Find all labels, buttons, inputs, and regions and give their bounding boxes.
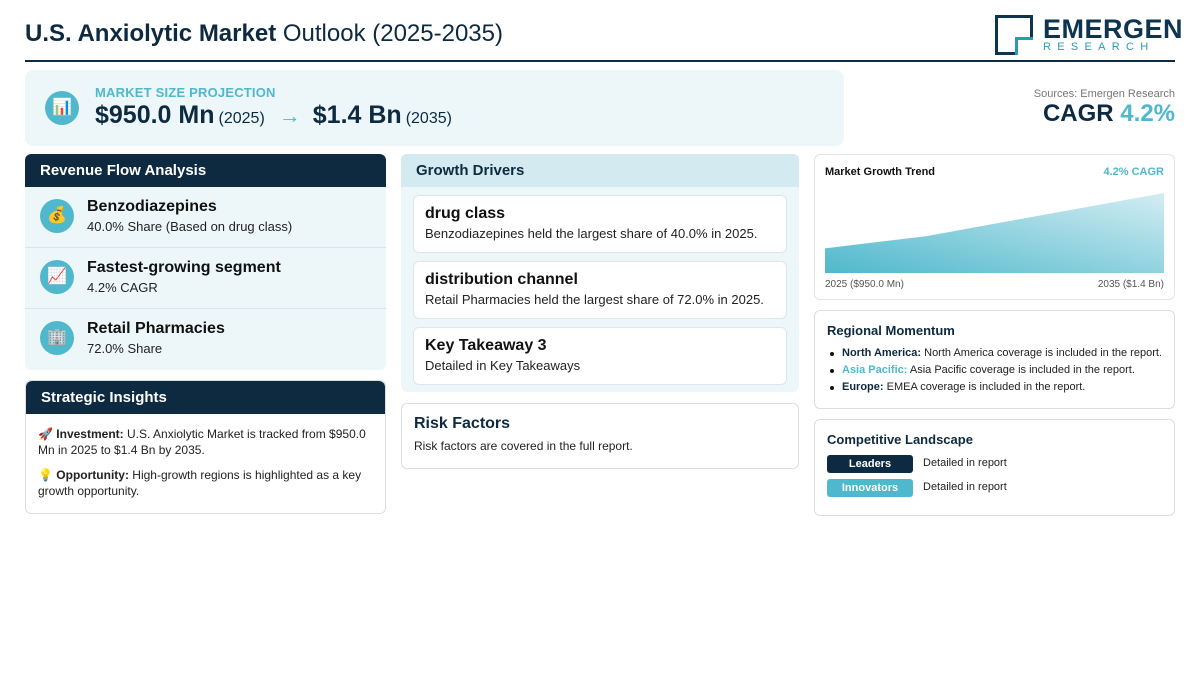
revenue-item-title: Retail Pharmacies	[87, 320, 225, 337]
insight-label: Opportunity:	[56, 468, 129, 482]
revenue-item-title: Benzodiazepines	[87, 198, 217, 215]
growth-drivers-panel: Growth Drivers drug class Benzodiazepine…	[401, 154, 799, 392]
driver-card: Key Takeaway 3 Detailed in Key Takeaways	[413, 327, 787, 385]
page-header: U.S. Anxiolytic Market Outlook (2025-203…	[25, 12, 1183, 62]
competitive-landscape-panel: Competitive Landscape Leaders Detailed i…	[814, 419, 1175, 516]
region-name: Asia Pacific:	[842, 364, 908, 376]
revenue-item-subtitle: 4.2% CAGR	[87, 280, 158, 295]
market-size-projection: 📊 MARKET SIZE PROJECTION $950.0 Mn (2025)…	[25, 70, 844, 146]
money-bag-icon: 💰	[40, 199, 74, 233]
trend-area-series	[825, 193, 1164, 273]
region-text: Asia Pacific coverage is included in the…	[909, 364, 1135, 376]
insight-item: 💡 Opportunity: High-growth regions is hi…	[38, 467, 373, 499]
driver-card-title: distribution channel	[425, 271, 578, 288]
region-item: Asia Pacific: Asia Pacific coverage is i…	[827, 364, 1162, 377]
page-title-bold: U.S. Anxiolytic Market	[25, 20, 277, 47]
risk-factors-panel: Risk Factors Risk factors are covered in…	[401, 403, 799, 469]
competitive-landscape-title: Competitive Landscape	[827, 432, 973, 447]
trend-chart-cagr: 4.2% CAGR	[1103, 166, 1164, 178]
risk-factors-title: Risk Factors	[414, 415, 511, 432]
risk-factors-text: Risk factors are covered in the full rep…	[414, 439, 633, 453]
driver-card-text: Benzodiazepines held the largest share o…	[425, 226, 758, 241]
cagr-display: CAGR 4.2%	[1043, 100, 1175, 128]
revenue-item-subtitle: 72.0% Share	[87, 341, 163, 356]
logo-sub-text: RESEARCH	[1043, 41, 1155, 53]
trend-chart-title: Market Growth Trend	[825, 166, 936, 178]
driver-card-title: drug class	[425, 205, 506, 222]
revenue-item-title: Fastest-growing segment	[87, 259, 281, 276]
strategic-insights-panel: Strategic Insights 🚀 Investment: U.S. An…	[25, 380, 386, 514]
regional-momentum-title: Regional Momentum	[827, 323, 955, 338]
competitive-row-text: Detailed in report	[923, 481, 1007, 493]
region-name: North America:	[842, 347, 922, 359]
rocket-icon: 🚀	[38, 427, 53, 441]
projection-end-value: $1.4 Bn	[312, 101, 402, 129]
region-name: Europe:	[842, 381, 884, 393]
region-list: North America: North America coverage is…	[827, 347, 1162, 394]
insight-item: 🚀 Investment: U.S. Anxiolytic Market is …	[38, 426, 373, 458]
revenue-item: 🏢 Retail Pharmacies 72.0% Share	[25, 309, 386, 370]
projection-values: $950.0 Mn (2025) → $1.4 Bn (2035)	[95, 101, 452, 130]
competitive-row: Leaders Detailed in report	[827, 455, 1162, 479]
trend-start-label: 2025 ($950.0 Mn)	[825, 279, 904, 290]
sources-text: Sources: Emergen Research	[1033, 88, 1175, 100]
leaders-badge: Leaders	[827, 455, 913, 473]
insight-label: Investment:	[56, 427, 124, 441]
strategic-insights-title: Strategic Insights	[26, 381, 385, 414]
emergen-logo: EMERGEN RESEARCH	[995, 14, 1183, 56]
region-item: North America: North America coverage is…	[827, 347, 1162, 360]
competitive-row: Innovators Detailed in report	[827, 479, 1162, 503]
projection-label: MARKET SIZE PROJECTION	[95, 85, 276, 100]
driver-card: drug class Benzodiazepines held the larg…	[413, 195, 787, 253]
revenue-item: 💰 Benzodiazepines 40.0% Share (Based on …	[25, 187, 386, 248]
arrow-right-icon: →	[278, 103, 301, 128]
region-text: EMEA coverage is included in the report.	[886, 381, 1086, 393]
growth-drivers-title: Growth Drivers	[401, 154, 799, 187]
logo-main-text: EMERGEN	[1043, 14, 1184, 44]
revenue-item-subtitle: 40.0% Share (Based on drug class)	[87, 219, 293, 234]
driver-card-text: Retail Pharmacies held the largest share…	[425, 292, 764, 307]
revenue-flow-panel: Revenue Flow Analysis 💰 Benzodiazepines …	[25, 154, 386, 370]
lightbulb-icon: 💡	[38, 468, 53, 482]
region-text: North America coverage is included in th…	[924, 347, 1162, 359]
projection-start-value: $950.0 Mn	[95, 101, 215, 129]
region-item: Europe: EMEA coverage is included in the…	[827, 381, 1162, 394]
competitive-row-text: Detailed in report	[923, 457, 1007, 469]
bar-chart-icon: 📊	[45, 91, 79, 125]
revenue-item: 📈 Fastest-growing segment 4.2% CAGR	[25, 248, 386, 309]
cagr-value: 4.2%	[1120, 100, 1175, 127]
cagr-label: CAGR	[1042, 100, 1114, 127]
page-title: U.S. Anxiolytic Market Outlook (2025-203…	[25, 20, 503, 48]
driver-card-title: Key Takeaway 3	[425, 337, 547, 354]
projection-end-year: (2035)	[405, 110, 452, 127]
innovators-badge: Innovators	[827, 479, 913, 497]
projection-start-year: (2025)	[218, 110, 265, 127]
strategic-insights-body: 🚀 Investment: U.S. Anxiolytic Market is …	[26, 414, 385, 499]
building-icon: 🏢	[40, 321, 74, 355]
trend-up-icon: 📈	[40, 260, 74, 294]
revenue-flow-title: Revenue Flow Analysis	[25, 154, 386, 187]
driver-card-text: Detailed in Key Takeaways	[425, 358, 581, 373]
driver-card: distribution channel Retail Pharmacies h…	[413, 261, 787, 319]
regional-momentum-panel: Regional Momentum North America: North A…	[814, 310, 1175, 409]
trend-chart-svg	[825, 193, 1164, 273]
insight-text: High-growth regions is highlighted as a …	[38, 468, 362, 498]
trend-end-label: 2035 ($1.4 Bn)	[1097, 279, 1164, 290]
logo-mark-icon	[995, 15, 1033, 55]
insight-text: U.S. Anxiolytic Market is tracked from $…	[38, 427, 366, 457]
page-title-rest: Outlook (2025-2035)	[282, 20, 503, 47]
market-growth-trend-chart: Market Growth Trend 4.2% CAGR 2025 ($950…	[814, 154, 1175, 300]
